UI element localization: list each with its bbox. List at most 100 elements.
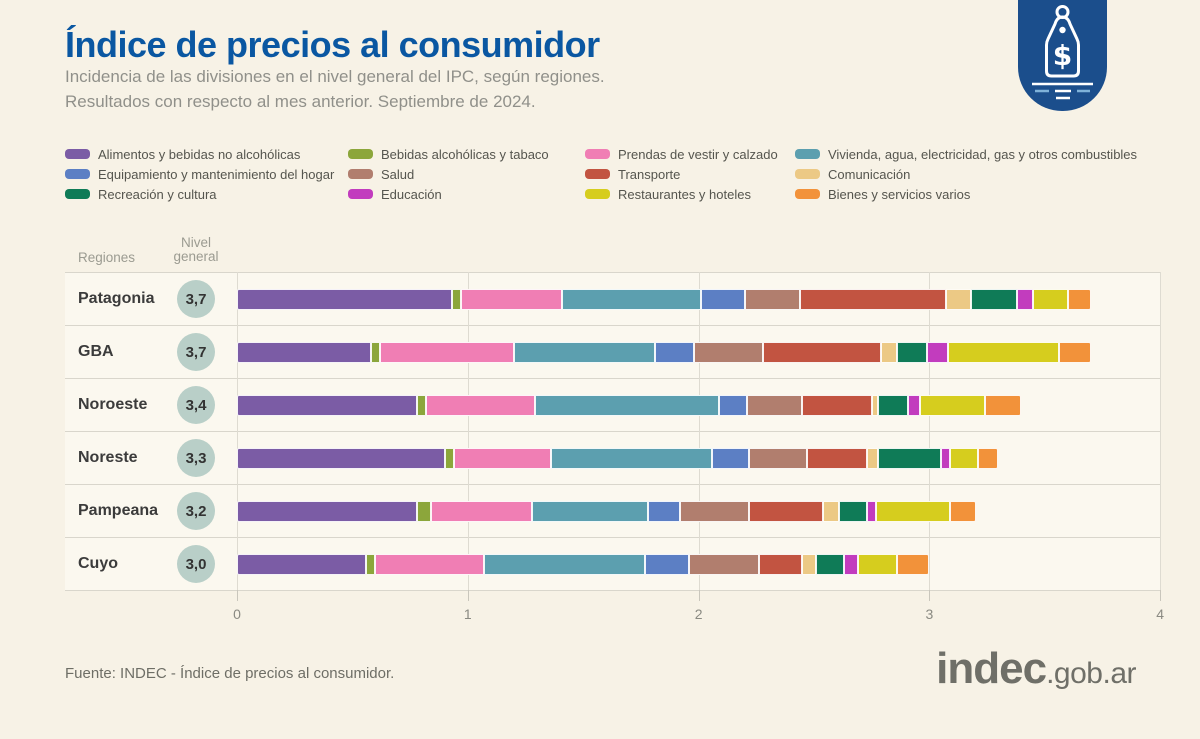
legend-item-bebidas_alcoholicas: Bebidas alcohólicas y tabaco xyxy=(348,144,585,164)
axis-tick-label: 0 xyxy=(233,606,241,622)
bar-segment-bienes xyxy=(977,448,999,469)
legend-column: Alimentos y bebidas no alcohólicas Equipa… xyxy=(65,144,348,204)
bar-segment-vivienda xyxy=(550,448,713,469)
bar-segment-bienes xyxy=(984,395,1022,416)
logo-text-indec: indec xyxy=(936,644,1047,693)
legend-label: Educación xyxy=(381,186,442,202)
bar-segment-vivienda xyxy=(532,501,648,522)
bar-segment-comunicacion xyxy=(802,554,817,575)
legend-swatch-prendas xyxy=(585,149,610,159)
bar-segment-bebidas_alcoholicas xyxy=(451,289,461,310)
logo-text-gob-ar: .gob.ar xyxy=(1046,657,1136,690)
chart-rows: Patagonia 3,7 GBA 3,7 Noroeste 3,4 Noreste 3,3 P… xyxy=(65,272,1161,591)
legend-item-prendas: Prendas de vestir y calzado xyxy=(585,144,795,164)
legend-label: Transporte xyxy=(618,166,681,182)
bar-segment-transporte xyxy=(763,342,881,363)
chart-row-pampeana: Pampeana 3,2 xyxy=(65,484,1161,537)
legend-swatch-bienes xyxy=(795,189,820,199)
nivel-general-badge: 3,2 xyxy=(177,492,215,530)
bar-segment-recreacion xyxy=(839,501,868,522)
page-title: Índice de precios al consumidor xyxy=(65,24,600,65)
axis-tick-label: 2 xyxy=(694,606,703,622)
bar-segment-educacion xyxy=(940,448,950,469)
region-label: Patagonia xyxy=(78,290,155,307)
bar-segment-bebidas_alcoholicas xyxy=(366,554,376,575)
bar-segment-recreacion xyxy=(897,342,928,363)
bar-segment-restaurantes xyxy=(876,501,951,522)
nivel-general-badge: 3,4 xyxy=(177,386,215,424)
x-axis: 0 1 2 3 4 xyxy=(0,590,1200,630)
legend-label: Prendas de vestir y calzado xyxy=(618,146,778,162)
chart-row-noroeste: Noroeste 3,4 xyxy=(65,378,1161,431)
bar-segment-equipamiento xyxy=(654,342,694,363)
legend-swatch-restaurantes xyxy=(585,189,610,199)
legend-swatch-comunicacion xyxy=(795,169,820,179)
bar-segment-restaurantes xyxy=(947,342,1059,363)
stacked-bar xyxy=(237,501,976,522)
nivel-general-badge: 3,7 xyxy=(177,333,215,371)
legend-swatch-recreacion xyxy=(65,189,90,199)
legend-label: Salud xyxy=(381,166,415,182)
bar-segment-educacion xyxy=(927,342,948,363)
bar-segment-comunicacion xyxy=(945,289,971,310)
bar-segment-restaurantes xyxy=(857,554,897,575)
stacked-bar xyxy=(237,554,930,575)
subtitle-line-2: Resultados con respecto al mes anterior.… xyxy=(65,92,536,111)
bar-segment-vivienda xyxy=(534,395,720,416)
chart-row-cuyo: Cuyo 3,0 xyxy=(65,537,1161,591)
legend-label: Equipamiento y mantenimiento del hogar xyxy=(98,166,335,182)
bar-segment-prendas xyxy=(453,448,551,469)
axis-tick-mark xyxy=(1160,590,1162,601)
bar-segment-bebidas_alcoholicas xyxy=(417,395,427,416)
axis-tick-label: 1 xyxy=(463,606,472,622)
bar-segment-restaurantes xyxy=(949,448,978,469)
bar-segment-recreacion xyxy=(878,448,941,469)
legend-label: Vivienda, agua, electricidad, gas y otro… xyxy=(828,146,1138,162)
axis-tick-mark xyxy=(237,590,238,601)
bar-segment-recreacion xyxy=(970,289,1018,310)
region-label: GBA xyxy=(78,343,114,360)
legend-swatch-equipamiento xyxy=(65,169,90,179)
bar-segment-transporte xyxy=(758,554,803,575)
bar-segment-vivienda xyxy=(513,342,655,363)
region-label: Noreste xyxy=(78,449,138,466)
axis-tick-mark xyxy=(698,590,700,601)
chart-row-noreste: Noreste 3,3 xyxy=(65,431,1161,484)
bar-segment-equipamiento xyxy=(719,395,747,416)
stacked-bar xyxy=(237,448,999,469)
bar-segment-comunicacion xyxy=(871,395,879,416)
page-subtitle: Incidencia de las divisiones en el nivel… xyxy=(65,64,605,114)
bar-segment-restaurantes xyxy=(919,395,985,416)
bar-segment-restaurantes xyxy=(1033,289,1068,310)
legend-swatch-transporte xyxy=(585,169,610,179)
legend-swatch-alimentos xyxy=(65,149,90,159)
legend-column: Bebidas alcohólicas y tabaco Salud Educaci… xyxy=(348,144,585,204)
legend-item-educacion: Educación xyxy=(348,184,585,204)
legend-item-vivienda: Vivienda, agua, electricidad, gas y otro… xyxy=(795,144,1145,164)
legend-swatch-vivienda xyxy=(795,149,820,159)
legend-item-transporte: Transporte xyxy=(585,164,795,184)
nivel-general-badge: 3,0 xyxy=(177,545,215,583)
stacked-bar xyxy=(237,289,1091,310)
bar-segment-alimentos xyxy=(237,342,371,363)
legend-swatch-bebidas_alcoholicas xyxy=(348,149,373,159)
legend-item-recreacion: Recreación y cultura xyxy=(65,184,348,204)
nivel-general-badge: 3,3 xyxy=(177,439,215,477)
axis-tick-mark xyxy=(929,590,931,601)
bar-segment-alimentos xyxy=(237,501,417,522)
column-header-nivel-general: Nivel general xyxy=(173,235,219,264)
bar-segment-salud xyxy=(689,554,759,575)
legend-swatch-educacion xyxy=(348,189,373,199)
region-label: Noroeste xyxy=(78,396,148,413)
bar-segment-recreacion xyxy=(878,395,909,416)
bar-segment-transporte xyxy=(802,395,872,416)
bar-segment-equipamiento xyxy=(712,448,750,469)
stacked-bar xyxy=(237,342,1091,363)
legend-label: Bebidas alcohólicas y tabaco xyxy=(381,146,549,162)
bar-segment-alimentos xyxy=(237,554,367,575)
bar-segment-prendas xyxy=(430,501,533,522)
bar-segment-bebidas_alcoholicas xyxy=(370,342,381,363)
subtitle-line-1: Incidencia de las divisiones en el nivel… xyxy=(65,67,605,86)
bar-segment-bebidas_alcoholicas xyxy=(444,448,454,469)
